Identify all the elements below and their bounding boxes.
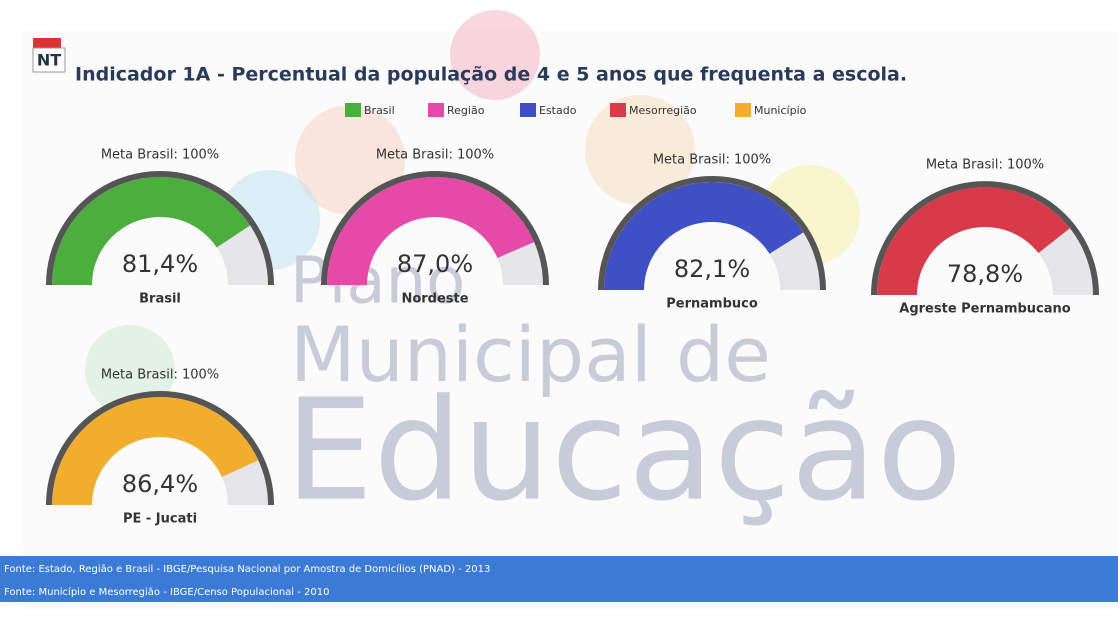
legend: Brasil Região Estado Mesorregião Município	[345, 103, 807, 117]
legend-label: Região	[447, 104, 485, 117]
badge-text: NT	[37, 51, 61, 70]
gauge-value-label: 81,4%	[122, 250, 198, 278]
gauge-title: Meta Brasil: 100%	[101, 148, 219, 163]
legend-swatch	[610, 103, 626, 117]
gauge-border	[871, 181, 1099, 296]
legend-label: Município	[754, 104, 807, 117]
legend-swatch	[735, 103, 751, 117]
gauge-border	[46, 171, 274, 286]
watermark-text: Educação	[285, 370, 962, 533]
gauge-border	[46, 391, 274, 506]
gauge-title: Meta Brasil: 100%	[376, 148, 494, 163]
gauge-border	[598, 176, 826, 291]
badge	[32, 47, 66, 73]
title: Indicador 1A - Percentual da população d…	[75, 64, 907, 86]
gauge-value	[327, 177, 535, 285]
legend-swatch	[520, 103, 536, 117]
footer-text: Fonte: Estado, Região e Brasil - IBGE/Pe…	[4, 563, 490, 575]
gauge-title: Meta Brasil: 100%	[926, 158, 1044, 173]
gauge-title: Meta Brasil: 100%	[101, 368, 219, 383]
footer-text: Fonte: Município e Mesorregião - IBGE/Ce…	[4, 586, 330, 598]
gauge-category: PE - Jucati	[123, 512, 197, 527]
gauge-value-label: 82,1%	[674, 255, 750, 283]
gauge-value	[52, 177, 251, 285]
gauge-value	[877, 187, 1070, 295]
legend-swatch	[345, 103, 361, 117]
watermark-text: Plano	[290, 245, 465, 319]
legend-swatch	[428, 103, 444, 117]
gauge-value-label: 78,8%	[947, 260, 1023, 288]
gauge-category: Brasil	[139, 292, 181, 307]
gauge-category: Pernambuco	[666, 297, 758, 312]
gauge-value-label: 87,0%	[397, 250, 473, 278]
footer-bar	[0, 556, 1118, 602]
legend-label: Brasil	[364, 104, 395, 117]
gauge-value-label: 86,4%	[122, 470, 198, 498]
gauge-title: Meta Brasil: 100%	[653, 153, 771, 168]
badge-top	[33, 38, 61, 48]
legend-label: Mesorregião	[629, 104, 697, 117]
gauge-value	[604, 182, 804, 290]
watermark-text: Municipal de	[290, 310, 771, 399]
gauge-category: Agreste Pernambucano	[899, 302, 1071, 317]
gauge-category: Nordeste	[401, 292, 468, 307]
legend-label: Estado	[539, 104, 577, 117]
decor	[450, 10, 540, 100]
watermark: Plano Municipal de Educação	[285, 245, 962, 533]
panel	[22, 30, 1118, 610]
decor	[585, 95, 695, 205]
gauge-border	[321, 171, 549, 286]
gauge-value	[52, 397, 259, 505]
